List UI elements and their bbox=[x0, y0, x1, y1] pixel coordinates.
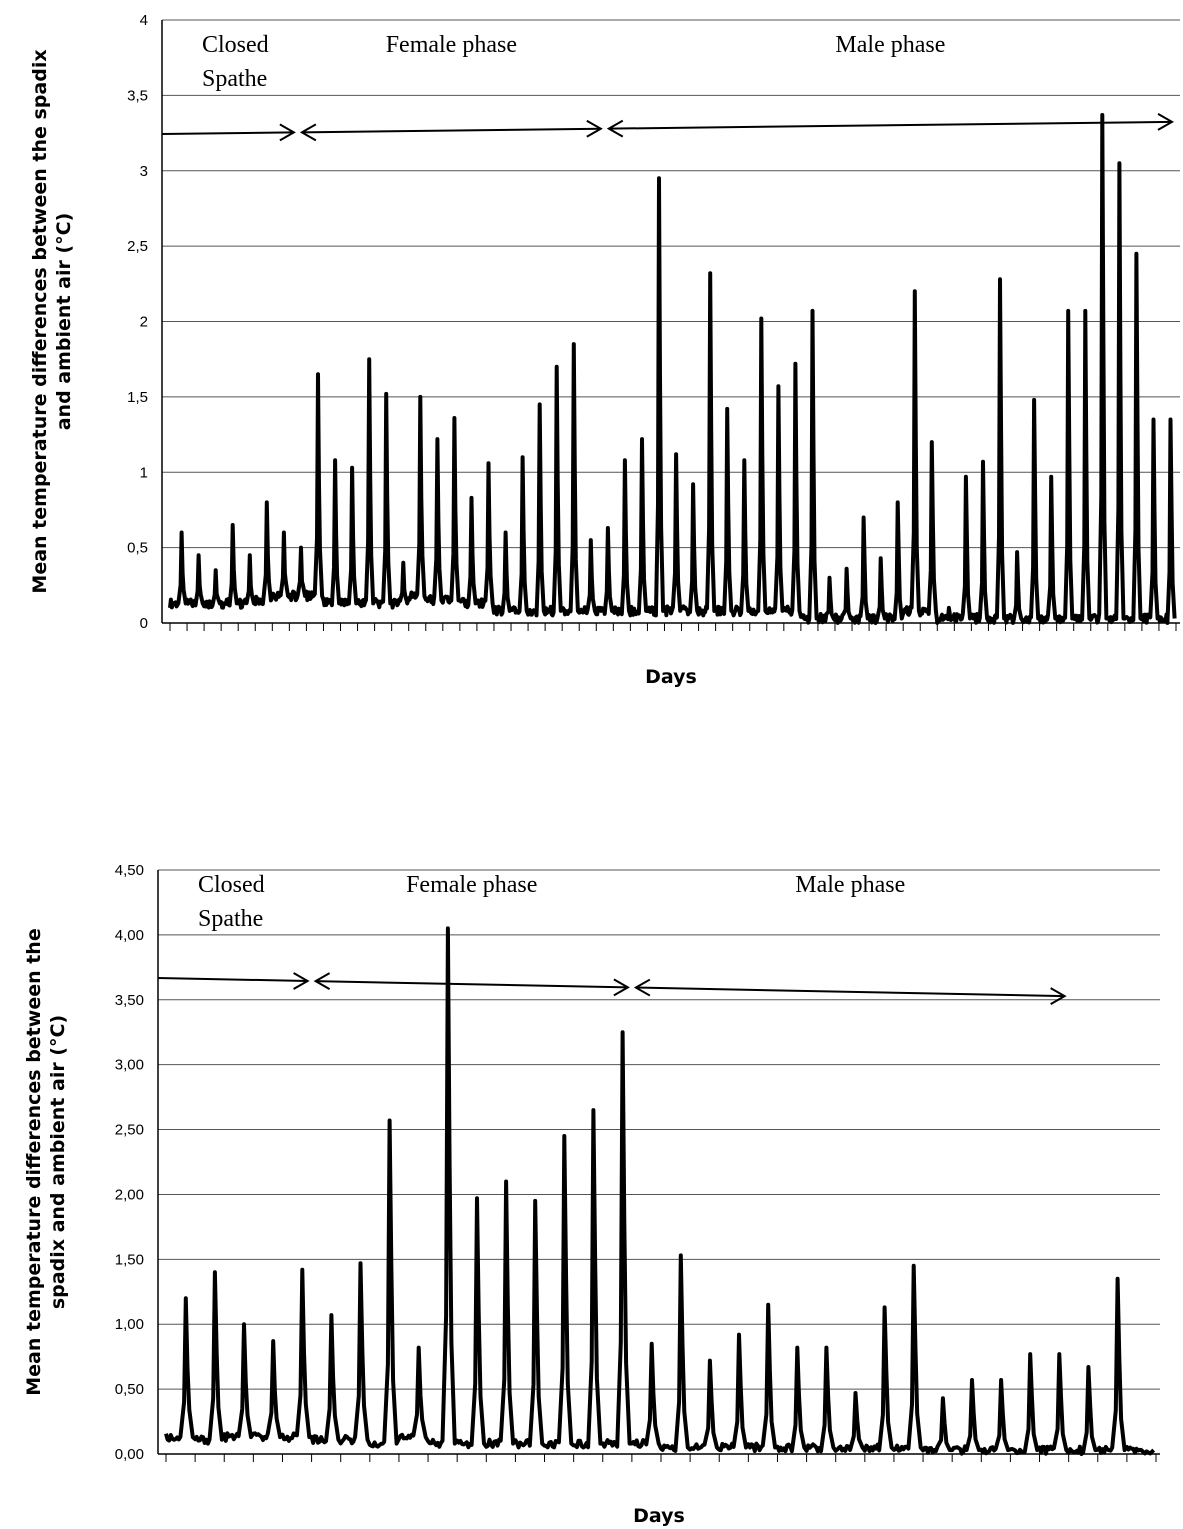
phase-label: Female phase bbox=[406, 872, 537, 898]
phase-arrowhead bbox=[279, 123, 296, 142]
y-tick-label: 0,5 bbox=[127, 540, 148, 557]
y-axis-title-line1: Mean temperature differences between the… bbox=[29, 49, 51, 593]
phase-arrow bbox=[161, 131, 294, 135]
y-tick-label: 3,00 bbox=[115, 1057, 144, 1074]
phase-arrowhead bbox=[1050, 987, 1067, 1006]
phase-label: Female phase bbox=[386, 32, 517, 58]
phase-label: Closed bbox=[198, 872, 265, 898]
y-tick-label: 3,5 bbox=[127, 87, 148, 104]
y-tick-label: 4 bbox=[140, 12, 148, 29]
y-axis-title-line2: spadix and ambient air (°C) bbox=[47, 1015, 69, 1309]
y-tick-label: 2,00 bbox=[115, 1186, 144, 1203]
y-tick-label: 0,50 bbox=[115, 1381, 144, 1398]
phase-arrowhead bbox=[606, 119, 624, 138]
series-line bbox=[164, 926, 1156, 1456]
y-axis-title-line2: and ambient air (°C) bbox=[53, 213, 75, 431]
y-tick-label: 1 bbox=[140, 464, 148, 481]
y-tick-label: 4,00 bbox=[115, 927, 144, 944]
phase-arrowhead bbox=[299, 123, 317, 142]
chart-top-svg: 0 0,5 1 1,5 2 2,5 3 3,5 4 Days Mean temperature di… bbox=[29, 12, 1180, 688]
y-tick-label: 1,50 bbox=[115, 1251, 144, 1268]
phase-arrow bbox=[635, 986, 1065, 998]
x-axis-title: Days bbox=[633, 1505, 685, 1527]
phase-arrowhead bbox=[1157, 113, 1175, 131]
chart-bottom: 0,00 0,50 1,00 1,50 2,00 2,50 3,00 3,50 4,00 4,50… bbox=[0, 850, 1183, 1529]
x-axis-title: Days bbox=[645, 666, 697, 688]
y-tick-label: 2,5 bbox=[127, 238, 148, 255]
phase-label: Male phase bbox=[795, 872, 905, 898]
y-tick-label: 1,5 bbox=[127, 389, 148, 406]
phase-arrowhead bbox=[586, 119, 603, 138]
y-axis-title-line1: Mean temperature differences between the bbox=[23, 928, 45, 1395]
y-tick-label: 2 bbox=[140, 314, 148, 331]
phase-arrowhead bbox=[293, 972, 310, 990]
phase-arrowhead bbox=[313, 972, 331, 991]
y-tick-label: 4,50 bbox=[115, 862, 144, 879]
y-tick-label: 3 bbox=[140, 163, 148, 180]
phase-label: Closed bbox=[202, 32, 269, 58]
phase-label: Spathe bbox=[202, 66, 267, 92]
phase-arrowhead bbox=[633, 978, 651, 997]
phase-arrow bbox=[608, 120, 1173, 130]
y-tick-label: 0,00 bbox=[115, 1446, 144, 1463]
y-tick-label: 2,50 bbox=[115, 1122, 144, 1139]
phase-label: Spathe bbox=[198, 906, 263, 932]
chart-bottom-svg: 0,00 0,50 1,00 1,50 2,00 2,50 3,00 3,50 4,00 4,50… bbox=[23, 862, 1160, 1527]
phase-arrowhead bbox=[613, 978, 630, 997]
series-line bbox=[168, 113, 1177, 625]
phase-arrow bbox=[157, 977, 308, 982]
y-tick-label: 1,00 bbox=[115, 1316, 144, 1333]
phase-label: Male phase bbox=[835, 32, 945, 58]
phase-arrow bbox=[301, 127, 601, 134]
phase-arrow bbox=[315, 980, 628, 989]
y-tick-label: 3,50 bbox=[115, 992, 144, 1009]
chart-top: 0 0,5 1 1,5 2 2,5 3 3,5 4 Days Mean temperature di… bbox=[0, 0, 1183, 700]
y-tick-label: 0 bbox=[140, 615, 148, 632]
